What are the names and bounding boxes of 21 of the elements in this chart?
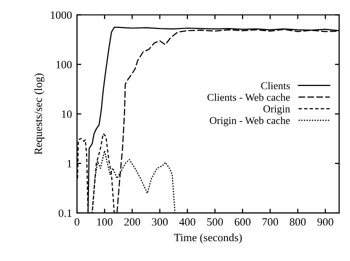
x-tick-label: 200 bbox=[124, 218, 140, 226]
y-tick-label: 10 bbox=[62, 110, 72, 118]
x-tick-label: 900 bbox=[317, 218, 334, 226]
y-tick-label: 100 bbox=[56, 60, 72, 68]
x-axis-title: Time (seconds) bbox=[174, 233, 242, 244]
x-tick-label: 0 bbox=[74, 218, 80, 226]
x-tick-label: 400 bbox=[179, 218, 196, 226]
x-tick-label: 100 bbox=[97, 218, 113, 226]
y-tick-label: 0.1 bbox=[58, 209, 72, 217]
x-tick-label: 700 bbox=[262, 218, 278, 226]
x-tick-label: 300 bbox=[152, 218, 168, 226]
x-tick-label: 800 bbox=[290, 218, 306, 226]
legend-label: Clients - Web cache bbox=[207, 94, 290, 101]
x-tick-label: 600 bbox=[234, 218, 250, 226]
legend-label: Clients bbox=[261, 82, 290, 90]
legend-label: Origin bbox=[263, 105, 290, 115]
x-tick-label: 500 bbox=[207, 218, 223, 226]
y-axis-title: Requests/sec (log) bbox=[34, 74, 44, 154]
legend-label: Origin - Web cache bbox=[210, 116, 290, 126]
y-tick-label: 1 bbox=[68, 160, 72, 168]
y-tick-label: 1000 bbox=[50, 11, 72, 19]
